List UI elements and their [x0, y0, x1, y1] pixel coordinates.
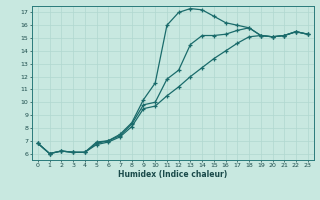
X-axis label: Humidex (Indice chaleur): Humidex (Indice chaleur): [118, 170, 228, 179]
